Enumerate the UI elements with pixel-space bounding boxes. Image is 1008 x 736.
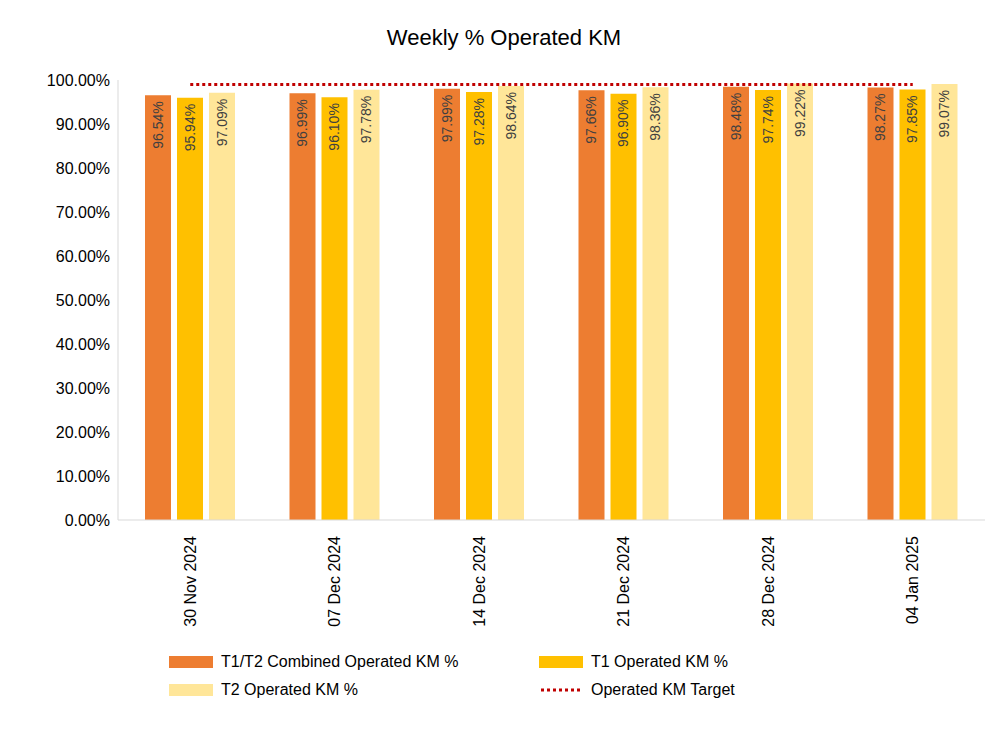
- svg-text:97.28%: 97.28%: [471, 98, 487, 145]
- html-text:T1/T2 Combined Operated KM %: T1/T2 Combined Operated KM %: [221, 653, 459, 670]
- svg-text:30 Nov 2024: 30 Nov 2024: [182, 536, 199, 627]
- svg-text:60.00%: 60.00%: [56, 248, 110, 265]
- svg-text:99.22%: 99.22%: [792, 89, 808, 136]
- svg-text:20.00%: 20.00%: [56, 424, 110, 441]
- svg-text:21 Dec 2024: 21 Dec 2024: [615, 536, 632, 627]
- svg-text:97.66%: 97.66%: [584, 96, 600, 143]
- svg-text:04 Jan 2025: 04 Jan 2025: [904, 536, 921, 624]
- svg-text:50.00%: 50.00%: [56, 292, 110, 309]
- svg-text:14 Dec 2024: 14 Dec 2024: [471, 536, 488, 627]
- svg-text:97.78%: 97.78%: [359, 96, 375, 143]
- svg-text:98.27%: 98.27%: [873, 94, 889, 141]
- svg-text:98.64%: 98.64%: [503, 92, 519, 139]
- svg-text:96.54%: 96.54%: [150, 101, 166, 148]
- svg-text:99.07%: 99.07%: [937, 90, 953, 137]
- svg-text:30.00%: 30.00%: [56, 380, 110, 397]
- html-text:Weekly % Operated KM: Weekly % Operated KM: [386, 25, 622, 50]
- html-text:T1 Operated KM %: T1 Operated KM %: [591, 653, 728, 670]
- svg-text:07 Dec 2024: 07 Dec 2024: [326, 536, 343, 627]
- svg-text:10.00%: 10.00%: [56, 468, 110, 485]
- svg-text:97.99%: 97.99%: [439, 95, 455, 142]
- svg-text:80.00%: 80.00%: [56, 160, 110, 177]
- svg-text:97.09%: 97.09%: [214, 99, 230, 146]
- svg-text:70.00%: 70.00%: [56, 204, 110, 221]
- html-text:Operated KM Target: Operated KM Target: [591, 681, 735, 698]
- svg-text:97.74%: 97.74%: [760, 96, 776, 143]
- html-text:T2 Operated KM %: T2 Operated KM %: [221, 681, 358, 698]
- svg-text:28 Dec 2024: 28 Dec 2024: [760, 536, 777, 627]
- svg-text:90.00%: 90.00%: [56, 116, 110, 133]
- svg-text:98.36%: 98.36%: [648, 93, 664, 140]
- svg-text:97.85%: 97.85%: [905, 95, 921, 142]
- svg-text:96.99%: 96.99%: [295, 99, 311, 146]
- svg-text:96.90%: 96.90%: [616, 100, 632, 147]
- svg-text:40.00%: 40.00%: [56, 336, 110, 353]
- svg-text:98.48%: 98.48%: [728, 93, 744, 140]
- svg-text:0.00%: 0.00%: [65, 512, 110, 529]
- svg-text:95.94%: 95.94%: [182, 104, 198, 151]
- svg-text:100.00%: 100.00%: [47, 72, 110, 89]
- svg-text:96.10%: 96.10%: [327, 103, 343, 150]
